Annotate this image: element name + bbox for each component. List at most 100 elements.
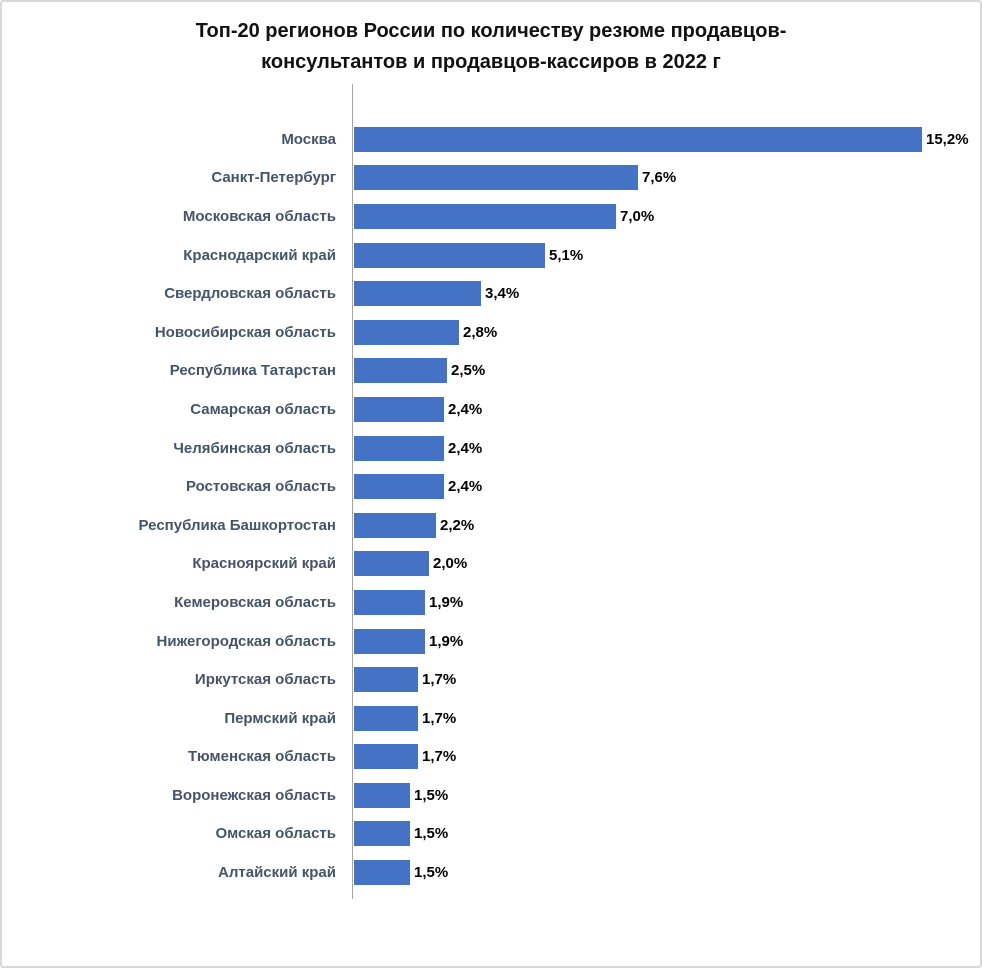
value-label: 7,0% — [620, 207, 655, 225]
bar-row: Новосибирская область 2,8% — [2, 313, 980, 352]
category-label: Ростовская область — [185, 478, 336, 496]
category-label: Алтайский край — [218, 864, 336, 882]
bar-track: 7,0% — [344, 203, 980, 229]
category-label: Республика Татарстан — [169, 362, 336, 380]
bar-track: 3,4% — [344, 281, 980, 307]
bar — [354, 667, 418, 693]
value-label: 2,2% — [440, 516, 475, 534]
bar — [354, 358, 447, 384]
bar — [354, 474, 444, 500]
bar — [354, 551, 429, 577]
value-label: 1,7% — [422, 709, 457, 727]
category-label: Пермский край — [224, 709, 336, 727]
bar-track: 2,2% — [344, 512, 980, 538]
bar-row: Санкт-Петербург 7,6% — [2, 159, 980, 198]
category-label: Московская область — [182, 207, 336, 225]
value-label: 7,6% — [642, 169, 677, 187]
category-label: Краснодарский край — [183, 246, 336, 264]
bar-row: Кемеровская область 1,9% — [2, 583, 980, 622]
bar — [354, 860, 410, 886]
category-label: Нижегородская область — [156, 632, 336, 650]
value-label: 5,1% — [549, 246, 584, 264]
bar — [354, 589, 425, 615]
bar-track: 1,5% — [344, 782, 980, 808]
bar — [354, 821, 410, 847]
bar-track: 1,5% — [344, 860, 980, 886]
value-label: 2,0% — [433, 555, 468, 573]
bar — [354, 512, 436, 538]
value-label: 2,5% — [451, 362, 486, 380]
bar — [354, 744, 418, 770]
bar — [354, 435, 444, 461]
bar-row: Республика Башкортостан 2,2% — [2, 506, 980, 545]
value-label: 15,2% — [926, 130, 969, 148]
value-label: 1,9% — [429, 593, 464, 611]
bar-row: Красноярский край 2,0% — [2, 545, 980, 584]
bar — [354, 126, 922, 152]
bar-row: Челябинская область 2,4% — [2, 429, 980, 468]
bar — [354, 165, 638, 191]
value-label: 3,4% — [485, 285, 520, 303]
bar-row: Пермский край 1,7% — [2, 699, 980, 738]
category-label: Омская область — [215, 825, 336, 843]
bar-track: 1,9% — [344, 589, 980, 615]
bar-row: Москва 15,2% — [2, 120, 980, 159]
bar-row: Краснодарский край 5,1% — [2, 236, 980, 275]
y-axis-line — [352, 84, 353, 899]
chart-title: Топ-20 регионов России по количеству рез… — [195, 20, 787, 73]
category-label: Москва — [281, 130, 336, 148]
chart-area: Москва 15,2% Санкт-Петербург 7,6% Московская… — [2, 84, 980, 899]
bar-row: Иркутская область 1,7% — [2, 660, 980, 699]
value-label: 1,5% — [414, 786, 449, 804]
bar-track: 2,4% — [344, 435, 980, 461]
bar-row: Республика Татарстан 2,5% — [2, 352, 980, 391]
category-label: Новосибирская область — [154, 323, 336, 341]
bar-row: Алтайский край 1,5% — [2, 853, 980, 892]
category-label: Самарская область — [190, 400, 336, 418]
bar-track: 1,5% — [344, 821, 980, 847]
bar — [354, 782, 410, 808]
bar — [354, 628, 425, 654]
bar-track: 7,6% — [344, 165, 980, 191]
category-label: Санкт-Петербург — [211, 169, 336, 187]
value-label: 1,7% — [422, 748, 457, 766]
bar-row: Омская область 1,5% — [2, 815, 980, 854]
bar-track: 1,7% — [344, 705, 980, 731]
bar-row: Ростовская область 2,4% — [2, 467, 980, 506]
category-label: Красноярский край — [192, 555, 336, 573]
value-label: 1,9% — [429, 632, 464, 650]
category-label: Тюменская область — [187, 748, 336, 766]
category-label: Иркутская область — [194, 671, 336, 689]
bar — [354, 203, 616, 229]
bar-row: Нижегородская область 1,9% — [2, 622, 980, 661]
bar-row: Тюменская область 1,7% — [2, 738, 980, 777]
bar-row: Воронежская область 1,5% — [2, 776, 980, 815]
bar — [354, 705, 418, 731]
value-label: 1,5% — [414, 825, 449, 843]
bar-track: 2,5% — [344, 358, 980, 384]
bar — [354, 242, 545, 268]
category-label: Челябинская область — [173, 439, 336, 457]
bar-track: 1,9% — [344, 628, 980, 654]
bar-track: 2,4% — [344, 474, 980, 500]
bar-rows: Москва 15,2% Санкт-Петербург 7,6% Московская… — [2, 84, 980, 892]
value-label: 2,4% — [448, 439, 483, 457]
value-label: 2,4% — [448, 478, 483, 496]
category-label: Воронежская область — [172, 786, 336, 804]
value-label: 1,7% — [422, 671, 457, 689]
value-label: 2,8% — [463, 323, 498, 341]
bar — [354, 281, 481, 307]
bar-track: 1,7% — [344, 744, 980, 770]
bar-row: Свердловская область 3,4% — [2, 274, 980, 313]
bar-track: 2,0% — [344, 551, 980, 577]
bar-track: 2,8% — [344, 319, 980, 345]
category-label: Свердловская область — [164, 285, 336, 303]
bar-row: Самарская область 2,4% — [2, 390, 980, 429]
bar-track: 15,2% — [344, 126, 980, 152]
category-label: Республика Башкортостан — [138, 516, 336, 534]
bar-row: Московская область 7,0% — [2, 197, 980, 236]
bar-track: 1,7% — [344, 667, 980, 693]
bar-track: 5,1% — [344, 242, 980, 268]
bar — [354, 319, 459, 345]
